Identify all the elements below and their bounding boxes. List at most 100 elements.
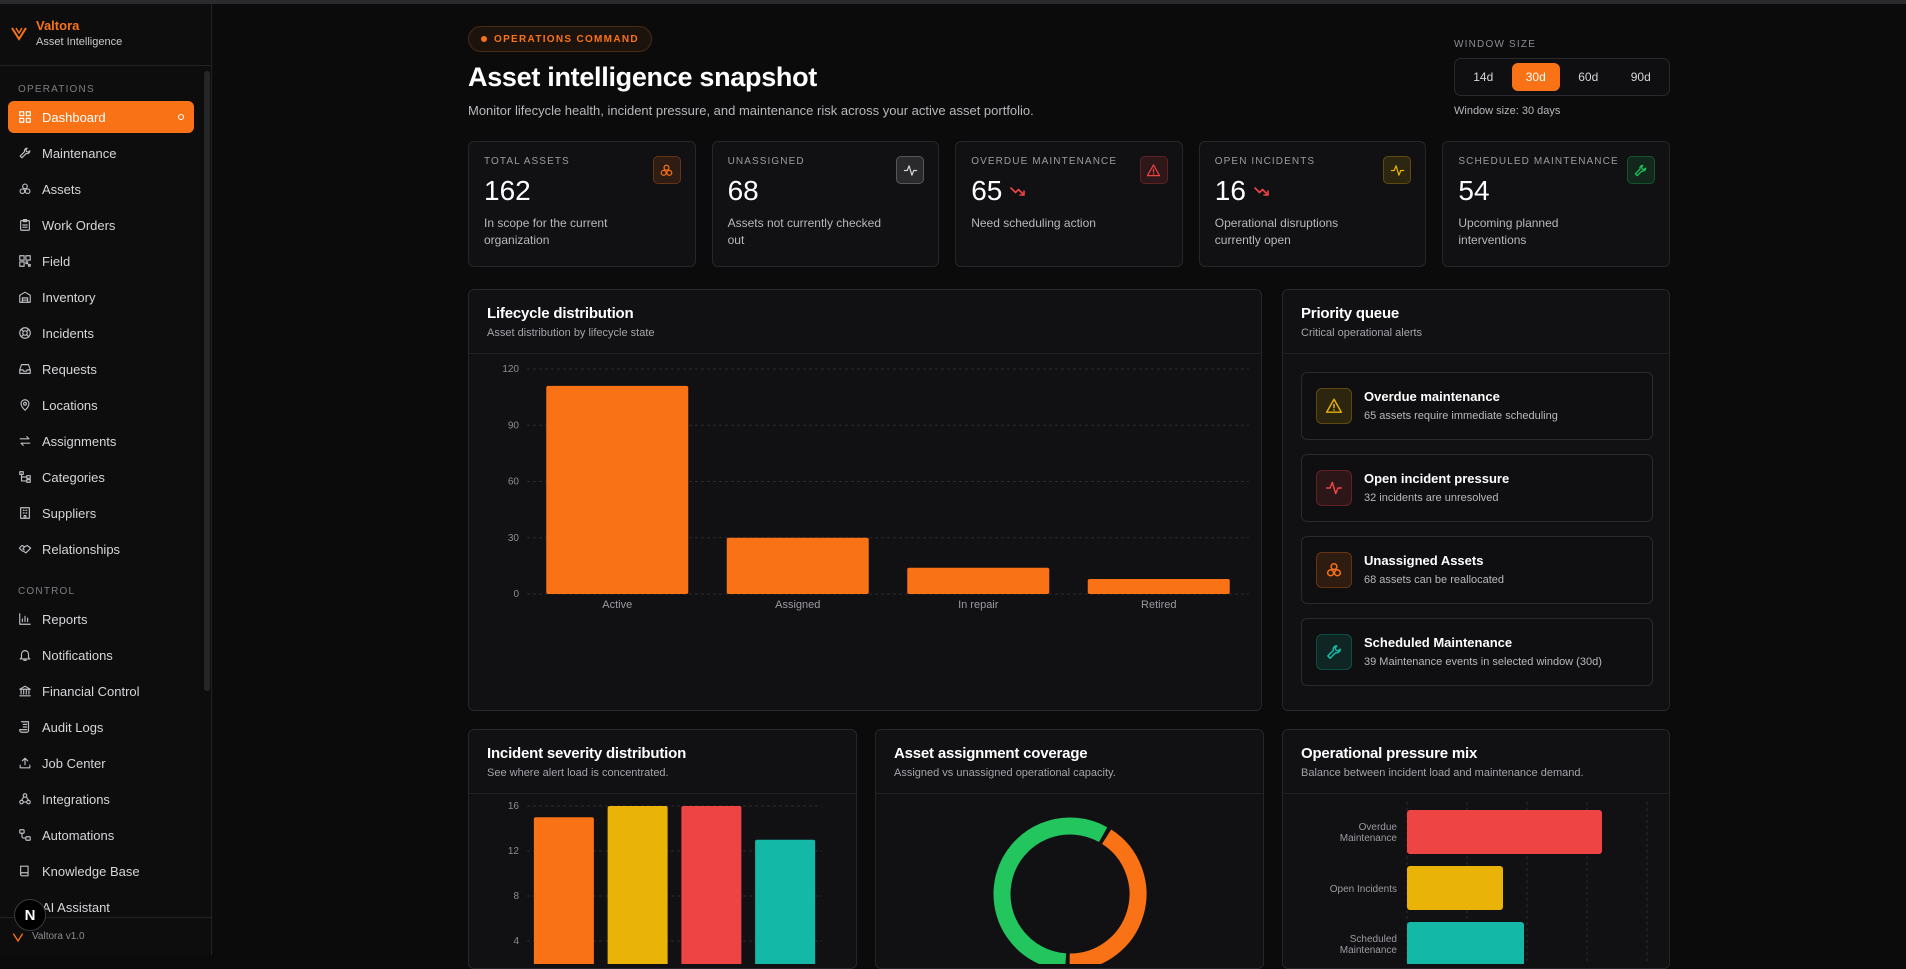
bar [533,817,594,969]
sidebar-item-label: Knowledge Base [42,863,140,879]
badge-dot-icon [481,36,487,42]
sidebar-item-suppliers[interactable]: Suppliers [8,497,194,529]
sidebar-item-assets[interactable]: Assets [8,173,194,205]
grid-icon [19,111,31,123]
sidebar-item-label: Incidents [42,325,95,341]
kpi-description: Upcoming planned interventions [1458,216,1559,247]
next-dev-badge-icon[interactable]: N [14,899,46,931]
window-option-60d[interactable]: 60d [1578,70,1599,84]
priority-item[interactable]: Overdue maintenance 65 assets require imm… [1301,372,1653,440]
bar [681,806,742,969]
kpi-value-row: 65 [971,175,1167,207]
window-size-segmented: 14d 30d 60d 90d [1454,58,1670,96]
bar [1407,922,1524,966]
kpi-card-total-assets[interactable]: TOTAL ASSETS 162 In scope for the current … [468,141,696,267]
priority-item[interactable]: Scheduled Maintenance 39 Maintenance even… [1301,618,1653,686]
boxes-icon [19,183,31,195]
sidebar-item-work-orders[interactable]: Work Orders [8,209,194,241]
sidebar-item-categories[interactable]: Categories [8,461,194,493]
window-option-90d[interactable]: 90d [1630,70,1651,84]
sidebar-footer: Valtora v1.0 [0,917,212,955]
sidebar-item-audit-logs[interactable]: Audit Logs [8,711,194,743]
priority-item-subtitle: 65 assets require immediate scheduling [1364,410,1558,422]
sidebar-item-relationships[interactable]: Relationships [8,533,194,565]
sidebar-item-maintenance[interactable]: Maintenance [8,137,194,169]
sidebar-item-integrations[interactable]: Integrations [8,783,194,815]
sidebar-item-reports[interactable]: Reports [8,603,194,635]
inbox-icon [19,364,31,374]
wrench-icon [1635,164,1647,176]
window-option-30d[interactable]: 30d [1511,63,1560,91]
sidebar-item-icon [18,648,32,662]
qr-icon [19,255,31,267]
window-option-14d[interactable]: 14d [1473,70,1494,84]
brand-name: Valtora [36,18,80,33]
page-title: Asset intelligence snapshot [468,62,817,92]
brand[interactable]: Valtora Asset Intelligence [0,4,211,66]
boxes-icon [1326,562,1342,577]
alert-triangle-icon [1147,163,1161,176]
sidebar-item-inventory[interactable]: Inventory [8,281,194,313]
bar [907,567,1050,594]
sidebar-item-label: Audit Logs [42,719,104,735]
warehouse-icon [19,291,31,303]
severity-bar-chart: 4 8 12 16 [508,801,822,969]
kpi-value-row: 162 [484,175,680,207]
sidebar-item-icon [18,218,32,232]
x-tick-label: Retired [1141,599,1176,611]
bar [546,385,689,594]
sidebar-item-icon [18,720,32,734]
sidebar-item-incidents[interactable]: Incidents [8,317,194,349]
kpi-label: SCHEDULED MAINTENANCE [1458,156,1619,167]
sidebar-item-label: Locations [42,397,98,413]
kpi-card-scheduled-maintenance[interactable]: SCHEDULED MAINTENANCE 54 Upcoming planned … [1442,141,1670,267]
sidebar-item-label: Requests [42,361,97,377]
kpi-value: 162 [484,175,531,206]
sidebar-item-icon [18,146,32,160]
y-category-label: Open Incidents [1330,884,1397,895]
coverage-subtitle: Assigned vs unassigned operational capac… [894,767,1116,779]
sidebar-item-automations[interactable]: Automations [8,819,194,851]
kpi-value-row: 68 [728,175,924,207]
sidebar-item-locations[interactable]: Locations [8,389,194,421]
lifebuoy-icon [19,327,31,339]
sidebar-item-assignments[interactable]: Assignments [8,425,194,457]
kpi-label: OPEN INCIDENTS [1214,156,1316,167]
severity-title: Incident severity distribution [487,745,687,762]
sidebar-item-dashboard[interactable]: Dashboard [8,101,194,133]
book-icon [20,865,29,877]
building-icon [20,507,30,519]
priority-item-title: Unassigned Assets [1364,553,1484,568]
priority-item[interactable]: Unassigned Assets 68 assets can be reallo… [1301,536,1653,604]
sidebar-item-knowledge-base[interactable]: Knowledge Base [8,855,194,887]
sidebar-item-financial-control[interactable]: Financial Control [8,675,194,707]
sidebar-item-label: Job Center [42,755,106,771]
kpi-card-overdue-maintenance[interactable]: OVERDUE MAINTENANCE 65 Need scheduling act… [955,141,1183,267]
bar-chart-icon [19,613,31,625]
priority-icon-wrap [1316,470,1352,506]
sidebar-item-notifications[interactable]: Notifications [8,639,194,671]
kpi-icon-wrap [1139,156,1168,184]
bar [726,537,869,594]
sidebar-scrollbar[interactable] [204,71,210,691]
sidebar-nav[interactable]: OPERATIONS Dashboard Maintenance Assets Work… [0,67,212,917]
window-size-control: WINDOW SIZE 14d 30d 60d 90d Window size: 30… [1454,39,1670,117]
sidebar-item-job-center[interactable]: Job Center [8,747,194,779]
sidebar-item-field[interactable]: Field [8,245,194,277]
sidebar-item-label: Categories [42,469,105,485]
sidebar-item-icon [18,362,32,376]
lifecycle-bar-chart: 0 30 60 90 120 Active Assigned In repair Retired [502,364,1249,611]
priority-item-subtitle: 68 assets can be reallocated [1364,574,1505,586]
coverage-title: Asset assignment coverage [894,745,1088,762]
sidebar-item-label: Suppliers [42,505,97,521]
kpi-card-open-incidents[interactable]: OPEN INCIDENTS 16 Operational disruptions … [1198,141,1427,267]
sidebar-item-icon [18,182,32,196]
lifecycle-card: Lifecycle distribution Asset distributio… [468,289,1262,711]
kpi-card-unassigned[interactable]: UNASSIGNED 68 Assets not currently checked… [711,141,940,267]
brand-subtitle: Asset Intelligence [36,36,123,48]
sidebar-item-requests[interactable]: Requests [8,353,194,385]
y-tick-label: 4 [513,936,519,947]
sidebar-item-label: Assets [42,181,82,197]
priority-item[interactable]: Open incident pressure 32 incidents are u… [1301,454,1653,522]
